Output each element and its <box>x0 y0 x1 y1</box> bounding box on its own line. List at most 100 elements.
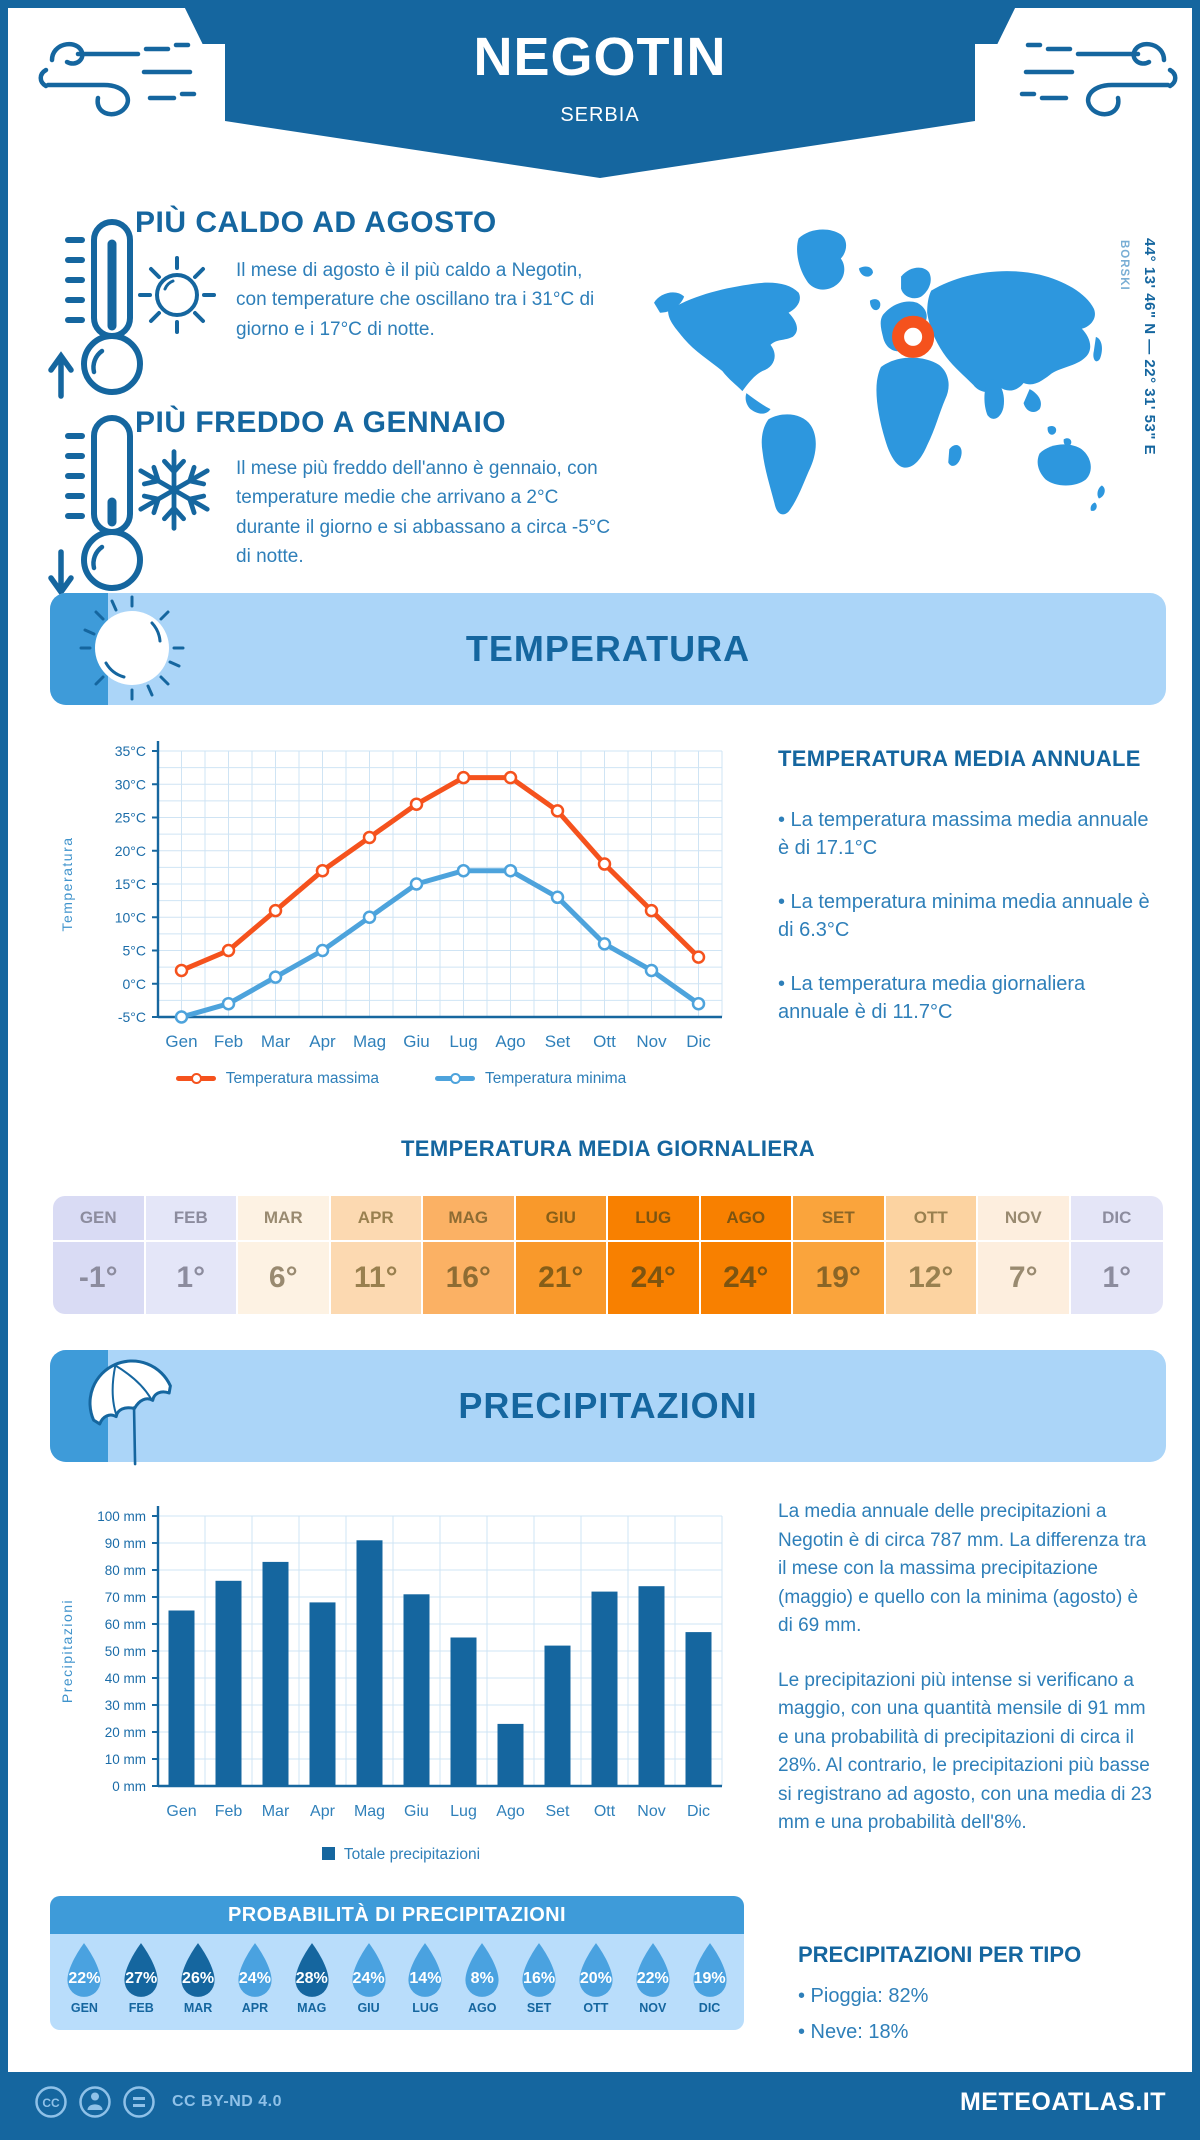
thermometer-cold-icon <box>48 415 143 597</box>
cc-icon: CC <box>35 2086 67 2118</box>
table-cell-gen: GEN -1° <box>53 1196 146 1314</box>
svg-text:Mag: Mag <box>353 1032 386 1051</box>
svg-text:Apr: Apr <box>310 1803 336 1820</box>
probability-heading: PROBABILITÀ DI PRECIPITAZIONI <box>50 1896 744 1934</box>
temperature-banner-title: TEMPERATURA <box>465 628 751 669</box>
svg-text:15°C: 15°C <box>115 876 146 892</box>
table-cell-giu: GIU 21° <box>515 1196 608 1314</box>
probability-month: FEB <box>128 2001 154 2015</box>
probability-value: 22% <box>68 1970 101 1987</box>
svg-text:60 mm: 60 mm <box>105 1617 146 1632</box>
probability-month: LUG <box>412 2001 439 2015</box>
map-coordinates: 44° 13' 46" N — 22° 31' 53" E <box>1141 238 1158 456</box>
svg-text:Set: Set <box>545 1803 570 1820</box>
droplet-icon <box>238 1943 272 1997</box>
precipitation-text-block: La media annuale delle precipitazioni a … <box>778 1498 1154 1864</box>
svg-text:Mar: Mar <box>261 1032 291 1051</box>
site-name: METEOATLAS.IT <box>959 2087 1166 2116</box>
svg-text:40 mm: 40 mm <box>105 1671 146 1686</box>
table-temperature-value: 21° <box>538 1261 584 1294</box>
hot-text: Il mese di agosto è il più caldo a Negot… <box>236 260 595 340</box>
svg-text:Mag: Mag <box>354 1803 385 1820</box>
svg-text:Gen: Gen <box>165 1032 197 1051</box>
table-temperature-value: 1° <box>176 1261 206 1294</box>
table-temperature-value: 6° <box>268 1261 298 1294</box>
table-temperature-value: 24° <box>630 1261 676 1294</box>
svg-text:Lug: Lug <box>450 1803 477 1820</box>
legend-item-max: Temperatura massima <box>175 1070 379 1088</box>
svg-text:80 mm: 80 mm <box>105 1563 146 1578</box>
probability-value: 14% <box>409 1970 442 1987</box>
probability-droplet-apr: 24% APR <box>226 1941 283 2026</box>
table-cell-apr: APR 11° <box>330 1196 423 1314</box>
svg-text:Feb: Feb <box>215 1803 243 1820</box>
droplet-icon <box>465 1943 499 1997</box>
droplet-icon <box>181 1943 215 1997</box>
svg-text:Nov: Nov <box>637 1803 665 1820</box>
thermometer-hot-icon <box>48 219 143 399</box>
probability-droplet-lug: 14% LUG <box>397 1941 454 2026</box>
table-month-label: GEN <box>53 1196 144 1242</box>
probability-droplet-feb: 27% FEB <box>113 1941 170 2026</box>
svg-text:Nov: Nov <box>636 1032 667 1051</box>
table-temperature-value: 7° <box>1008 1261 1038 1294</box>
precipitation-type-heading: PRECIPITAZIONI PER TIPO <box>798 1942 1082 1967</box>
table-month-label: NOV <box>978 1196 1069 1242</box>
table-month-label: APR <box>330 1196 421 1242</box>
page-subtitle: SERBIA <box>560 104 640 126</box>
probability-droplet-giu: 24% GIU <box>340 1941 397 2026</box>
probability-month: GIU <box>357 2001 380 2015</box>
droplet-icon <box>579 1943 613 1997</box>
probability-droplet-dic: 19% DIC <box>681 1941 738 2026</box>
probability-droplets: 22% GEN 27% FEB 26% MAR 24% APR 28% MAG 24% GIU 14% L… <box>50 1934 744 2030</box>
probability-droplet-ago: 8% AGO <box>454 1941 511 2026</box>
page-title: NEGOTIN <box>473 27 727 87</box>
sun-icon <box>79 595 185 701</box>
table-month-label: AGO <box>700 1196 791 1242</box>
legend-item-total: Totale precipitazioni <box>321 1846 480 1864</box>
svg-text:Ago: Ago <box>496 1803 525 1820</box>
table-temperature-value: 19° <box>815 1261 861 1294</box>
umbrella-icon <box>88 1359 172 1466</box>
probability-month: MAR <box>183 2001 213 2015</box>
svg-text:Ott: Ott <box>594 1803 616 1820</box>
probability-value: 24% <box>238 1970 271 1987</box>
svg-text:100 mm: 100 mm <box>97 1509 146 1524</box>
annual-bullet: • La temperatura media giornaliera annua… <box>778 973 1086 1023</box>
probability-month: APR <box>241 2001 269 2015</box>
probability-month: DIC <box>698 2001 721 2015</box>
probability-month: SET <box>526 2001 552 2015</box>
daily-table-heading: TEMPERATURA MEDIA GIORNALIERA <box>400 1136 816 1161</box>
table-month-label: SET <box>793 1196 884 1242</box>
probability-value: 22% <box>636 1970 669 1987</box>
temperature-line-chart: -5°C 0°C 5°C 10°C 15°C 20°C 25°C 30°C 35°C Gen Feb… <box>59 741 723 1051</box>
probability-month: MAG <box>297 2001 327 2015</box>
location-marker <box>892 315 935 358</box>
snow-share: • Neve: 18% <box>798 2021 909 2043</box>
probability-droplet-gen: 22% GEN <box>56 1941 113 2026</box>
temperature-banner: TEMPERATURA <box>50 593 1166 705</box>
svg-text:35°C: 35°C <box>115 743 146 759</box>
rain-share: • Pioggia: 82% <box>798 1985 929 2007</box>
svg-text:50 mm: 50 mm <box>105 1644 146 1659</box>
table-cell-feb: FEB 1° <box>145 1196 238 1314</box>
svg-text:Ago: Ago <box>495 1032 525 1051</box>
probability-value: 27% <box>125 1970 158 1987</box>
probability-value: 20% <box>579 1970 612 1987</box>
precipitation-bar-chart: 0 mm 10 mm 20 mm 30 mm 40 mm 50 mm 60 mm 70 mm 8… <box>59 1506 723 1820</box>
map-region-label: BORSKI <box>1118 240 1130 291</box>
probability-value: 19% <box>693 1970 726 1987</box>
svg-text:Gen: Gen <box>166 1803 196 1820</box>
probability-droplet-set: 16% SET <box>511 1941 568 2026</box>
table-temperature-value: -1° <box>78 1261 118 1294</box>
table-cell-ago: AGO 24° <box>700 1196 793 1314</box>
probability-value: 26% <box>182 1970 215 1987</box>
annual-temperature-block: TEMPERATURA MEDIA ANNUALE • La temperatu… <box>778 746 1154 1052</box>
precipitation-banner: PRECIPITAZIONI <box>50 1350 1166 1466</box>
droplet-icon <box>295 1943 329 1997</box>
probability-month: AGO <box>468 2001 497 2015</box>
table-month-label: OTT <box>885 1196 976 1242</box>
table-cell-dic: DIC 1° <box>1070 1196 1163 1314</box>
table-cell-nov: NOV 7° <box>978 1196 1071 1314</box>
temperature-chart-legend: Temperatura massima Temperatura minima <box>56 1070 746 1088</box>
